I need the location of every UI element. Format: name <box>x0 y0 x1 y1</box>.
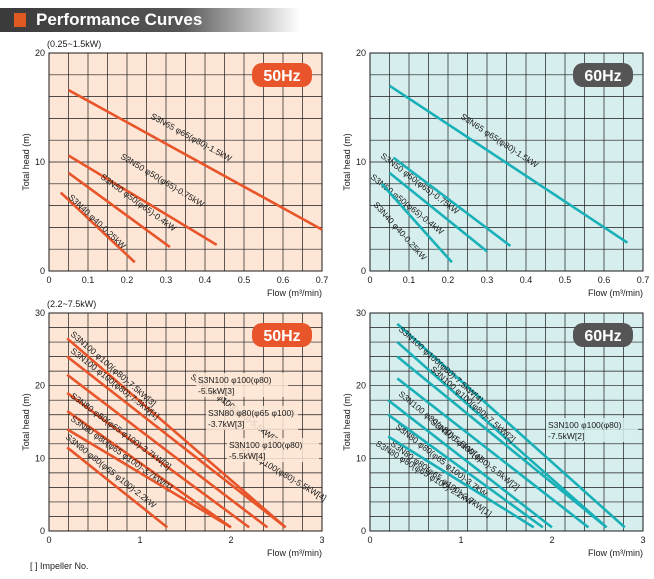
frequency-badge <box>573 323 633 347</box>
frequency-badge-label: 50Hz <box>263 68 300 85</box>
x-tick-label: 0.5 <box>559 275 572 285</box>
series-line <box>396 322 626 529</box>
y-axis-label: Total head (m) <box>21 133 31 191</box>
series-line <box>66 410 232 529</box>
series-line <box>59 191 136 264</box>
series-line <box>396 355 608 529</box>
series-line <box>387 399 553 529</box>
x-tick-label: 0 <box>46 535 51 545</box>
y-tick-label: 20 <box>35 381 45 391</box>
section-title: Performance Curves <box>36 10 203 29</box>
series-line <box>66 355 287 529</box>
y-tick-label: 10 <box>356 157 366 167</box>
annotation-label: S3N80 φ80(φ65 φ100) <box>208 408 294 418</box>
y-axis-label: Total head (m) <box>342 133 352 191</box>
x-tick-label: 0.1 <box>403 275 416 285</box>
series-line <box>67 171 171 249</box>
annotation-backdrop <box>227 438 319 462</box>
frequency-badge-label: 50Hz <box>263 328 300 345</box>
frequency-badge-label: 60Hz <box>584 68 621 85</box>
x-tick-label: 0.4 <box>520 275 533 285</box>
x-tick-label: 0.6 <box>277 275 290 285</box>
x-axis-label: Flow (m³/min) <box>267 288 322 298</box>
x-tick-label: 0.5 <box>238 275 251 285</box>
x-axis-label: Flow (m³/min) <box>588 548 643 558</box>
series-line <box>66 391 250 529</box>
y-tick-label: 20 <box>35 48 45 58</box>
y-axis-label: Total head (m) <box>342 393 352 451</box>
x-tick-label: 3 <box>319 535 324 545</box>
x-tick-label: 0.7 <box>316 275 329 285</box>
footnote: [ ] Impeller No. <box>30 561 89 571</box>
annotation-label: -7.5kW[2] <box>548 431 584 441</box>
x-tick-label: 0 <box>367 275 372 285</box>
frequency-badge-label: 60Hz <box>584 328 621 345</box>
series-line <box>67 88 323 231</box>
x-tick-label: 0 <box>367 535 372 545</box>
x-tick-label: 1 <box>137 535 142 545</box>
frequency-badge <box>252 63 312 87</box>
annotation-label: -3.7kW[3] <box>208 419 244 429</box>
series-line <box>380 182 453 264</box>
y-tick-label: 0 <box>361 526 366 536</box>
y-tick-label: 20 <box>356 381 366 391</box>
x-tick-label: 0.1 <box>82 275 95 285</box>
annotation-label: S3N100 φ100(φ80) <box>198 375 272 385</box>
y-axis-label: Total head (m) <box>21 393 31 451</box>
x-tick-label: 0.2 <box>121 275 134 285</box>
series-line <box>67 154 218 246</box>
x-tick-label: 2 <box>549 535 554 545</box>
x-tick-label: 3 <box>640 535 645 545</box>
series-line <box>66 337 287 529</box>
x-tick-label: 0.3 <box>481 275 494 285</box>
series-line <box>396 341 608 529</box>
x-tick-label: 0.7 <box>637 275 650 285</box>
y-tick-label: 30 <box>35 308 45 318</box>
series-line <box>66 428 232 529</box>
annotation-backdrop <box>546 418 638 442</box>
series-line <box>388 171 488 253</box>
annotation-backdrop <box>206 406 298 430</box>
y-tick-label: 0 <box>40 526 45 536</box>
series-line <box>66 446 169 529</box>
series-line <box>396 377 590 529</box>
series-line <box>392 156 512 247</box>
x-tick-label: 0.3 <box>160 275 173 285</box>
y-tick-label: 10 <box>35 453 45 463</box>
x-tick-label: 0.6 <box>598 275 611 285</box>
x-tick-label: 0.2 <box>442 275 455 285</box>
x-tick-label: 0 <box>46 275 51 285</box>
annotation-label: -5.5kW[4] <box>229 451 265 461</box>
x-axis-label: Flow (m³/min) <box>267 548 322 558</box>
y-tick-label: 10 <box>35 157 45 167</box>
frequency-badge <box>252 323 312 347</box>
annotation-label: -5.5kW[3] <box>198 386 234 396</box>
annotation-backdrop <box>196 373 288 397</box>
x-tick-label: 1 <box>458 535 463 545</box>
x-tick-label: 0.4 <box>199 275 212 285</box>
x-tick-label: 2 <box>228 535 233 545</box>
section-header: Performance Curves <box>0 8 300 32</box>
y-tick-label: 20 <box>356 48 366 58</box>
chart-subtitle: (0.25~1.5kW) <box>47 39 101 49</box>
chart-subtitle: (2.2~7.5kW) <box>47 299 96 309</box>
y-tick-label: 30 <box>356 308 366 318</box>
y-tick-label: 10 <box>356 453 366 463</box>
series-line <box>387 435 535 529</box>
annotation-label: S3N100 φ100(φ80) <box>229 440 303 450</box>
y-tick-label: 0 <box>40 266 45 276</box>
annotation-label: S3N100 φ100(φ80) <box>548 420 622 430</box>
header-mark-icon <box>14 13 26 27</box>
series-line <box>388 84 629 244</box>
y-tick-label: 0 <box>361 266 366 276</box>
series-line <box>387 413 544 529</box>
x-axis-label: Flow (m³/min) <box>588 288 643 298</box>
frequency-badge <box>573 63 633 87</box>
series-line <box>66 373 269 529</box>
